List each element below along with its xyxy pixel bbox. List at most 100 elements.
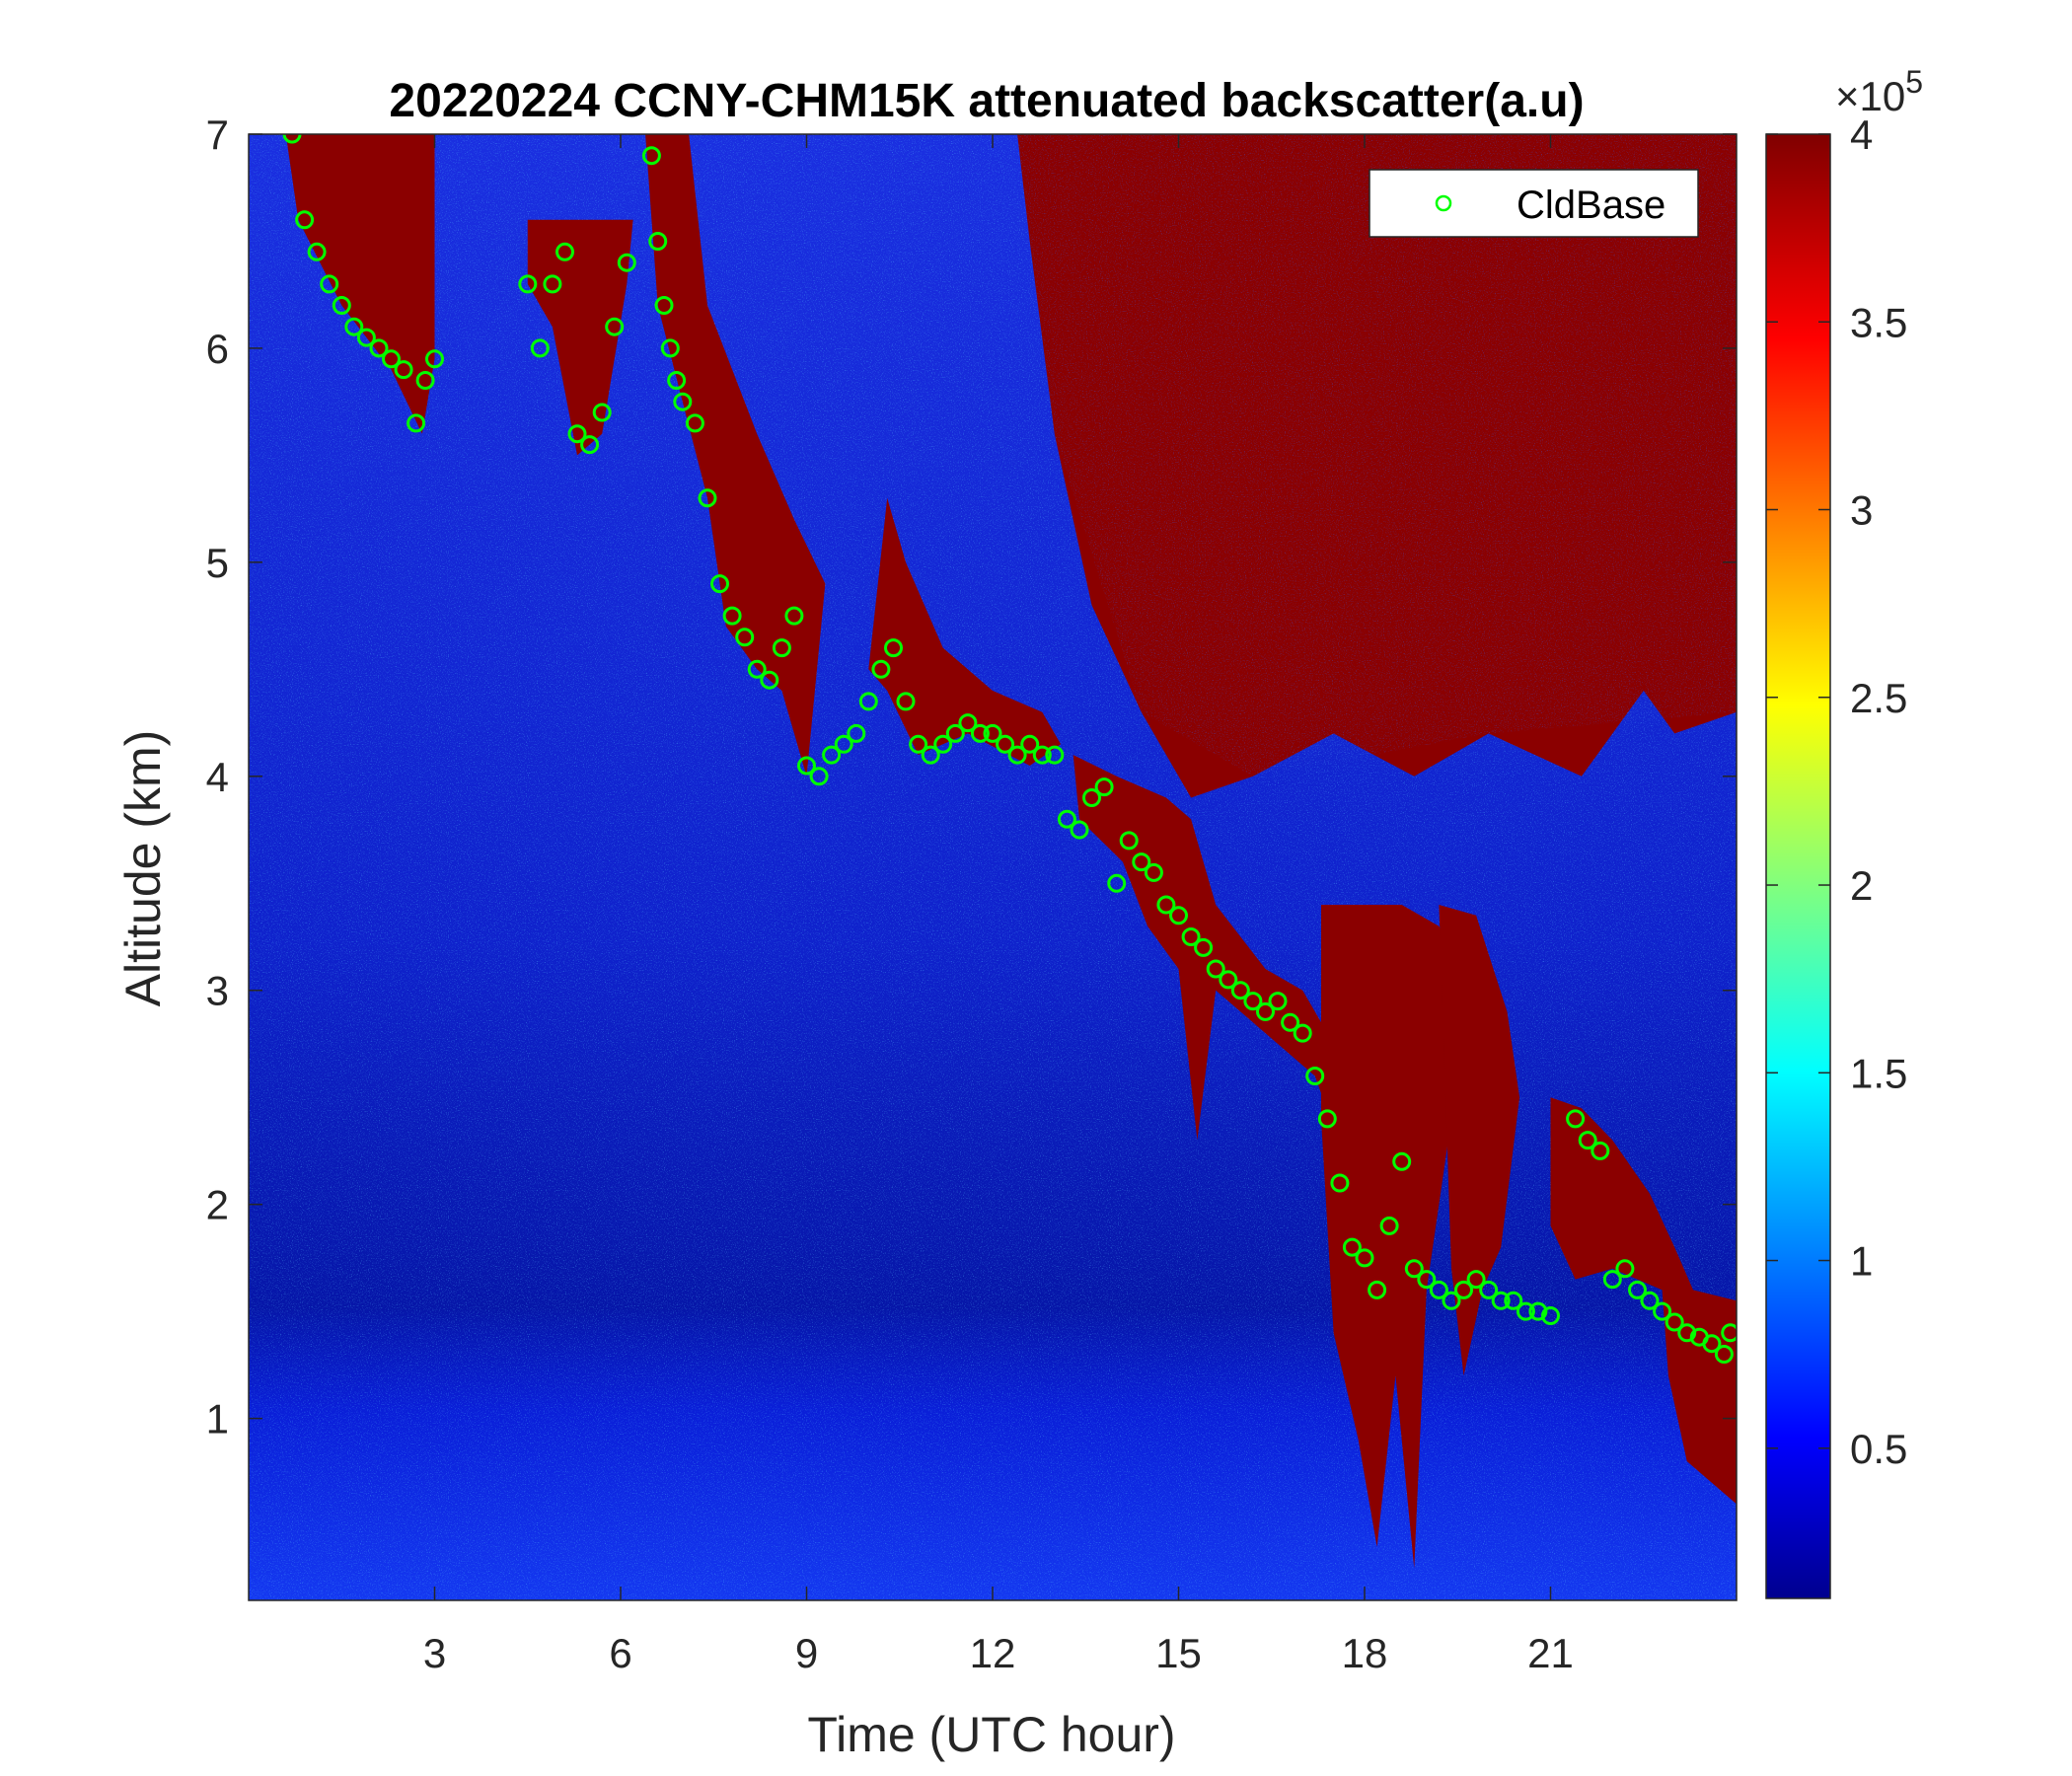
cldbase-point xyxy=(282,134,302,144)
x-axis-label: Time (UTC hour) xyxy=(807,1707,1175,1762)
cldbase-point xyxy=(858,692,878,711)
y-axis-label: Altitude (km) xyxy=(115,730,171,1007)
cldbase-point xyxy=(673,392,693,411)
cldbase-point xyxy=(1491,1291,1511,1310)
cldbase-point xyxy=(592,403,612,422)
cldbase-point xyxy=(847,723,866,743)
cldbase-point xyxy=(710,574,729,594)
colorbar-multiplier: ×105 xyxy=(1835,64,1923,119)
cldbase-point xyxy=(1219,970,1238,990)
x-tick-label: 21 xyxy=(1527,1630,1574,1676)
legend-marker xyxy=(1435,194,1452,212)
cldbase-point xyxy=(1169,906,1188,925)
cldbase-point xyxy=(945,723,965,743)
cldbase-point xyxy=(909,734,928,754)
cloud-region-2 xyxy=(527,219,633,456)
colorbar-tick-label: 2.5 xyxy=(1850,675,1907,721)
colorbar-tick-label: 1.5 xyxy=(1850,1050,1907,1096)
x-tick-label: 12 xyxy=(970,1630,1016,1676)
cldbase-point xyxy=(996,734,1015,754)
cldbase-point xyxy=(415,371,435,390)
cldbase-point xyxy=(1721,1323,1737,1343)
cldbase-point xyxy=(1342,1237,1362,1257)
x-tick-label: 9 xyxy=(795,1630,818,1676)
x-tick-label: 15 xyxy=(1155,1630,1202,1676)
cldbase-point xyxy=(1602,1270,1622,1290)
x-tick-label: 18 xyxy=(1342,1630,1388,1676)
cldbase-point xyxy=(884,638,903,658)
legend: CldBase xyxy=(1369,169,1699,238)
cldbase-point xyxy=(555,242,574,261)
cldbase-point xyxy=(356,328,376,347)
plot-area xyxy=(249,134,1737,1600)
y-tick-label: 5 xyxy=(206,540,229,586)
cldbase-point xyxy=(1119,831,1139,851)
cloud-region-9 xyxy=(1550,1097,1737,1505)
cldbase-point xyxy=(1156,895,1176,915)
cldbase-point xyxy=(1665,1312,1684,1332)
colorbar-tick-label: 4 xyxy=(1850,111,1873,158)
cldbase-point xyxy=(1144,862,1163,882)
cldbase-point xyxy=(1256,1001,1275,1021)
cldbase-point xyxy=(809,767,829,786)
cldbase-point xyxy=(567,424,587,444)
cldbase-point xyxy=(407,413,426,433)
cldbase-point xyxy=(320,274,339,294)
cldbase-point xyxy=(1566,1109,1586,1129)
colorbar-tick-label: 1 xyxy=(1850,1238,1873,1285)
cldbase-point xyxy=(1032,745,1052,765)
cloud-region-6 xyxy=(1073,755,1347,1162)
cldbase-point xyxy=(1591,1141,1610,1160)
colorbar-tick-label: 3 xyxy=(1850,487,1873,534)
cldbase-point xyxy=(1442,1291,1461,1310)
cloud-region-3 xyxy=(645,134,826,777)
cldbase-point xyxy=(1404,1259,1424,1279)
cldbase-point xyxy=(1057,809,1076,829)
cldbase-point xyxy=(1007,745,1027,765)
cldbase-point xyxy=(332,296,351,315)
cldbase-point xyxy=(518,274,538,294)
cldbase-point xyxy=(1640,1291,1660,1310)
colorbar-tick-label: 3.5 xyxy=(1850,299,1907,345)
cldbase-series xyxy=(282,134,1737,1364)
cldbase-point xyxy=(394,360,413,380)
cldbase-point xyxy=(1628,1280,1647,1299)
y-axis-ticks: 1 2 3 4 5 6 7 xyxy=(206,111,1737,1443)
cldbase-point xyxy=(970,723,990,743)
cldbase-point xyxy=(983,723,1002,743)
cldbase-point xyxy=(1653,1301,1672,1321)
cloud-region-7 xyxy=(1321,905,1458,1569)
y-tick-label: 4 xyxy=(206,754,229,800)
cldbase-point xyxy=(1379,1216,1399,1235)
cldbase-point xyxy=(871,659,891,679)
cldbase-point xyxy=(425,349,444,369)
cldbase-point xyxy=(1045,745,1065,765)
cldbase-point xyxy=(369,338,389,358)
cloud-region-4 xyxy=(868,497,1062,766)
cldbase-point xyxy=(648,232,668,251)
cldbase-point xyxy=(834,734,853,754)
cldbase-point xyxy=(1230,981,1250,1000)
cldbase-point xyxy=(1578,1131,1597,1150)
colorbar: 0.5 1 1.5 2 2.5 3 3.5 4 ×105 xyxy=(1765,64,1923,1599)
cldbase-point xyxy=(1181,927,1201,946)
cldbase-point xyxy=(1516,1301,1535,1321)
cldbase-point xyxy=(1417,1270,1437,1290)
cldbase-point xyxy=(1541,1306,1560,1325)
cldbase-point xyxy=(1305,1067,1325,1085)
cldbase-point xyxy=(797,756,816,776)
cldbase-point xyxy=(1454,1280,1473,1299)
cldbase-point xyxy=(772,638,791,658)
chart-title: 20220224 CCNY-CHM15K attenuated backscat… xyxy=(389,75,1584,127)
cldbase-point xyxy=(660,338,680,358)
cldbase-point xyxy=(1355,1248,1374,1268)
x-axis-ticks: 3 6 9 12 15 18 21 xyxy=(423,134,1574,1676)
cldbase-point xyxy=(1429,1280,1448,1299)
cldbase-point xyxy=(685,413,704,433)
cldbase-point xyxy=(1317,1109,1337,1129)
cldbase-point xyxy=(1132,852,1151,872)
cldbase-point xyxy=(747,659,767,679)
cldbase-point xyxy=(958,713,978,733)
y-tick-label: 7 xyxy=(206,111,229,158)
colorbar-tick-label: 0.5 xyxy=(1850,1426,1907,1472)
